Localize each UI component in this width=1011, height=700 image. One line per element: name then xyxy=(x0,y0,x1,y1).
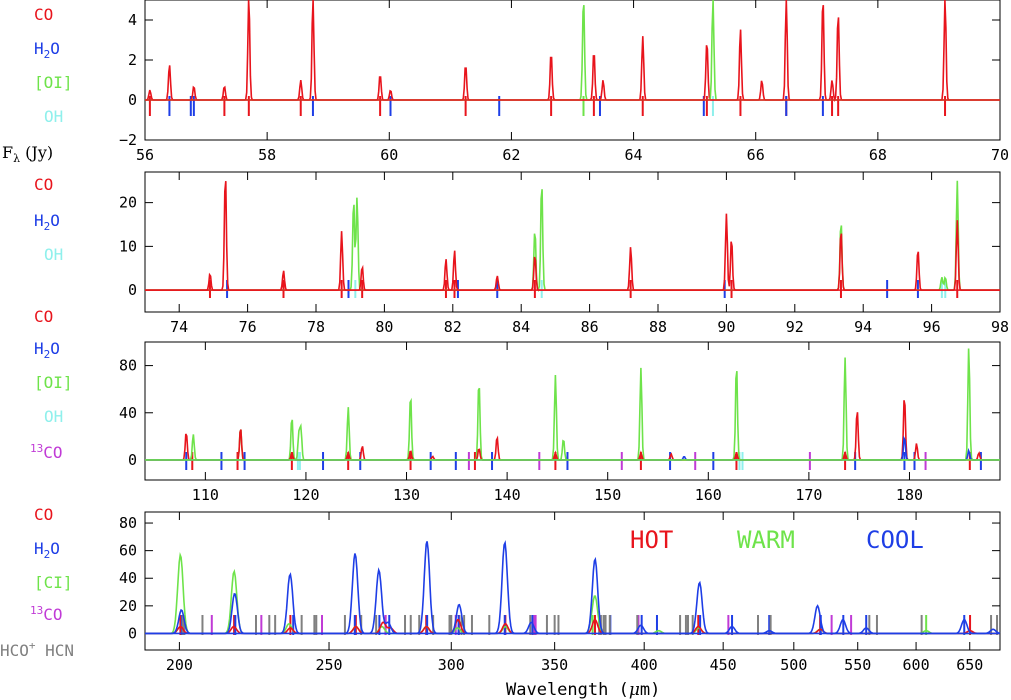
panel-4-xtick-label: 600 xyxy=(903,656,930,674)
panel-3-xtick-label: 130 xyxy=(393,486,420,504)
label-co-p1: CO xyxy=(34,5,53,24)
panel-4-ytick-label: 0 xyxy=(128,624,137,642)
panel-4-frame xyxy=(144,511,1001,651)
panel-1-xtick-label: 66 xyxy=(747,146,765,164)
label-co-p3: CO xyxy=(34,307,53,326)
label-h2o-p1: H2O xyxy=(34,39,60,61)
panel-2-xtick-label: 76 xyxy=(239,318,257,336)
panel-2-xtick-label: 88 xyxy=(649,318,667,336)
label-ci-p4: [CI] xyxy=(34,573,73,592)
x-axis-label: Wavelength (μm) xyxy=(506,680,660,700)
panel-4-xtick-label: 250 xyxy=(315,656,342,674)
panel-4-ytick-label: 40 xyxy=(119,569,137,587)
panel-4-ytick-label: 20 xyxy=(119,597,137,615)
panel-4-xtick-label: 200 xyxy=(166,656,193,674)
panel-4-xtick-label: 650 xyxy=(956,656,983,674)
panel-2-xtick-label: 80 xyxy=(375,318,393,336)
panel-2-xtick-label: 84 xyxy=(512,318,530,336)
panel-1-ytick-label: −2 xyxy=(119,131,137,149)
panel-3-xtick-label: 160 xyxy=(695,486,722,504)
label-hco-hcn-p4: HCO+ HCN xyxy=(0,639,74,660)
panel-1-xtick-label: 60 xyxy=(380,146,398,164)
panel-3-ytick-label: 40 xyxy=(119,404,137,422)
panel-2-ytick-label: 20 xyxy=(119,194,137,212)
label-oh-p3: OH xyxy=(44,407,63,426)
legend-hot: HOT xyxy=(630,526,673,554)
panel-1-xtick-label: 58 xyxy=(258,146,276,164)
panel-3-xtick-label: 110 xyxy=(192,486,219,504)
label-co-p4: CO xyxy=(34,505,53,524)
legend-warm: WARM xyxy=(737,526,795,554)
label-co-p2: CO xyxy=(34,175,53,194)
panel-2-xtick-label: 98 xyxy=(991,318,1009,336)
panel-2-xtick-label: 96 xyxy=(923,318,941,336)
panel-1-xtick-label: 64 xyxy=(625,146,643,164)
label-h2o-p2: H2O xyxy=(34,211,60,233)
panel-1-ytick-label: 4 xyxy=(128,11,137,29)
y-axis-label: Fλ (Jy) xyxy=(2,143,53,165)
panel-3-xtick-label: 180 xyxy=(896,486,923,504)
label-oi-p1: [OI] xyxy=(34,73,73,92)
label-h2o-p3: H2O xyxy=(34,339,60,361)
legend-cool: COOL xyxy=(866,526,924,554)
panel-3-ytick-label: 80 xyxy=(119,357,137,375)
panel-4-ytick-label: 60 xyxy=(119,542,137,560)
label-oh-p1: OH xyxy=(44,107,63,126)
panel-4-xtick-label: 500 xyxy=(780,656,807,674)
panel-2-xtick-label: 92 xyxy=(786,318,804,336)
panel-3-xtick-label: 120 xyxy=(292,486,319,504)
panel-4-xtick-label: 400 xyxy=(631,656,658,674)
panel-1-xtick-label: 68 xyxy=(869,146,887,164)
panel-2-ytick-label: 10 xyxy=(119,237,137,255)
panel-2-xtick-label: 90 xyxy=(717,318,735,336)
panel-3-ytick-label: 0 xyxy=(128,451,137,469)
panel-2-xtick-label: 78 xyxy=(307,318,325,336)
label-h2o-p4: H2O xyxy=(34,539,60,561)
panel-1-xtick-label: 56 xyxy=(136,146,154,164)
panel-3-xtick-label: 170 xyxy=(795,486,822,504)
panel-1-xtick-label: 70 xyxy=(991,146,1009,164)
panel-4-ytick-label: 80 xyxy=(119,514,137,532)
label-13co-p4: 13CO xyxy=(30,604,63,624)
panel-2-frame xyxy=(144,171,1001,313)
panel-4-xtick-label: 300 xyxy=(438,656,465,674)
panel-2-xtick-label: 74 xyxy=(170,318,188,336)
panel-1-ytick-label: 0 xyxy=(128,91,137,109)
label-13co-p3: 13CO xyxy=(30,442,63,462)
panel-4-xtick-label: 350 xyxy=(541,656,568,674)
panel-4-xtick-label: 450 xyxy=(710,656,737,674)
panel-2-xtick-label: 86 xyxy=(581,318,599,336)
panel-3-xtick-label: 140 xyxy=(494,486,521,504)
panel-1-ytick-label: 2 xyxy=(128,51,137,69)
label-oi-p3: [OI] xyxy=(34,373,73,392)
panel-2-xtick-label: 82 xyxy=(444,318,462,336)
panel-2-ytick-label: 0 xyxy=(128,281,137,299)
panel-4-xtick-label: 550 xyxy=(844,656,871,674)
panel-2-xtick-label: 94 xyxy=(854,318,872,336)
panel-3-xtick-label: 150 xyxy=(594,486,621,504)
panel-1-frame xyxy=(144,0,1001,141)
panel-3-frame xyxy=(144,341,1001,481)
label-oh-p2: OH xyxy=(44,245,63,264)
panel-1-xtick-label: 62 xyxy=(502,146,520,164)
